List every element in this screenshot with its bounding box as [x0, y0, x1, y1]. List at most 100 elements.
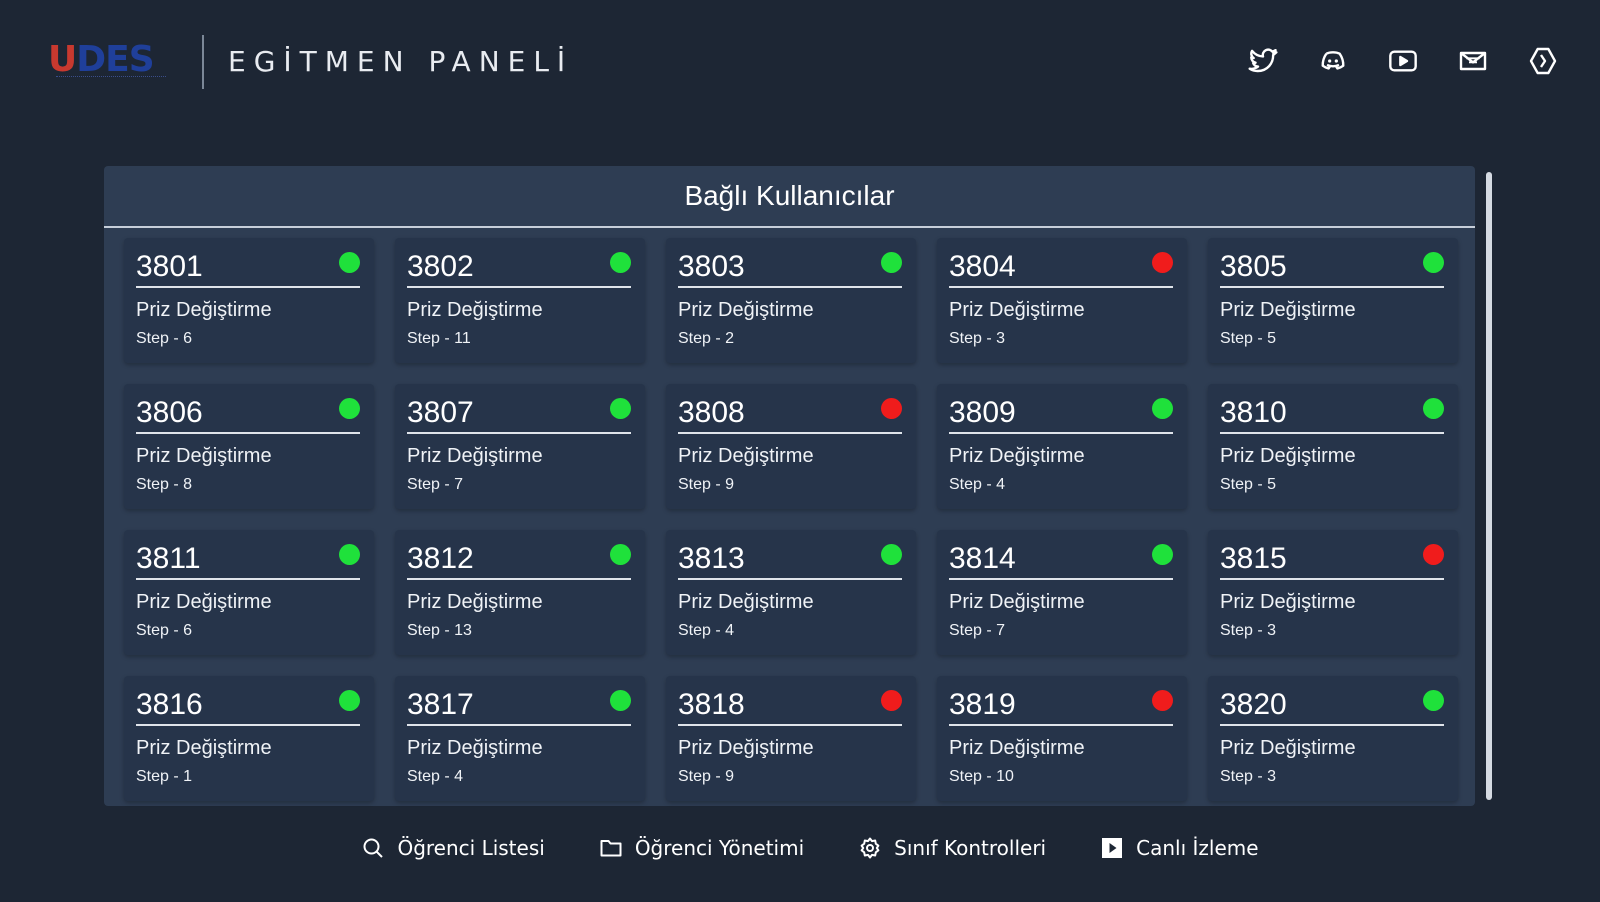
social-links [1246, 44, 1560, 78]
steam-icon[interactable] [1526, 44, 1560, 78]
task-name: Priz Değiştirme [136, 591, 272, 613]
step-label: Step - 13 [407, 622, 472, 639]
status-indicator [339, 252, 360, 273]
user-card[interactable]: 3812 Priz Değiştirme Step - 13 [395, 530, 645, 655]
card-divider [1220, 724, 1444, 726]
task-name: Priz Değiştirme [678, 445, 814, 467]
user-id: 3813 [678, 542, 745, 575]
user-id: 3814 [949, 542, 1016, 575]
nav-live-view[interactable]: Canlı İzleme [1100, 828, 1259, 868]
mail-icon[interactable] [1456, 44, 1490, 78]
user-card[interactable]: 3801 Priz Değiştirme Step - 6 [124, 238, 374, 363]
step-label: Step - 3 [1220, 622, 1277, 639]
step-label: Step - 3 [1220, 768, 1277, 785]
task-name: Priz Değiştirme [678, 591, 814, 613]
card-divider [1220, 286, 1444, 288]
page-title: EGİTMEN PANELİ [228, 45, 574, 78]
user-card[interactable]: 3811 Priz Değiştirme Step - 6 [124, 530, 374, 655]
task-name: Priz Değiştirme [949, 737, 1085, 759]
user-card[interactable]: 3815 Priz Değiştirme Step - 3 [1208, 530, 1458, 655]
task-name: Priz Değiştirme [1220, 737, 1356, 759]
user-card[interactable]: 3809 Priz Değiştirme Step - 4 [937, 384, 1187, 509]
user-card[interactable]: 3806 Priz Değiştirme Step - 8 [124, 384, 374, 509]
step-label: Step - 4 [407, 768, 464, 785]
card-divider [949, 578, 1173, 580]
header-divider [202, 35, 204, 89]
panel-title: Bağlı Kullanıcılar [684, 180, 895, 211]
status-indicator [610, 690, 631, 711]
bottom-nav: Öğrenci Listesi Öğrenci Yönetimi Sınıf K… [0, 828, 1600, 868]
status-indicator [1152, 544, 1173, 565]
youtube-icon[interactable] [1386, 44, 1420, 78]
user-id: 3817 [407, 688, 474, 721]
play-icon [1102, 838, 1123, 858]
nav-label: Canlı İzleme [1136, 836, 1259, 860]
user-id: 3806 [136, 396, 203, 429]
step-label: Step - 6 [136, 330, 193, 347]
step-label: Step - 10 [949, 768, 1014, 785]
status-indicator [610, 252, 631, 273]
status-indicator [610, 398, 631, 419]
card-divider [407, 724, 631, 726]
folder-icon [600, 840, 622, 857]
user-card[interactable]: 3810 Priz Değiştirme Step - 5 [1208, 384, 1458, 509]
nav-label: Öğrenci Listesi [397, 836, 545, 860]
card-divider [1220, 432, 1444, 434]
step-label: Step - 2 [678, 330, 735, 347]
user-id: 3808 [678, 396, 745, 429]
twitter-icon[interactable] [1246, 44, 1280, 78]
status-indicator [881, 690, 902, 711]
task-name: Priz Değiştirme [407, 591, 543, 613]
step-label: Step - 4 [678, 622, 735, 639]
user-grid: 3801 Priz Değiştirme Step - 6 3802 Priz Deği… [124, 238, 1459, 801]
task-name: Priz Değiştirme [678, 299, 814, 321]
status-indicator [881, 252, 902, 273]
nav-label: Sınıf Kontrolleri [894, 836, 1047, 860]
header: UDES EGİTMEN PANELİ [0, 0, 1600, 130]
user-card[interactable]: 3816 Priz Değiştirme Step - 1 [124, 676, 374, 801]
step-label: Step - 7 [407, 476, 464, 493]
user-id: 3816 [136, 688, 203, 721]
user-card[interactable]: 3808 Priz Değiştirme Step - 9 [666, 384, 916, 509]
user-card[interactable]: 3807 Priz Değiştirme Step - 7 [395, 384, 645, 509]
step-label: Step - 3 [949, 330, 1006, 347]
nav-student-management[interactable]: Öğrenci Yönetimi [599, 828, 804, 868]
nav-class-controls[interactable]: Sınıf Kontrolleri [858, 828, 1046, 868]
card-divider [949, 432, 1173, 434]
step-label: Step - 8 [136, 476, 193, 493]
gear-icon [860, 837, 880, 859]
user-card[interactable]: 3819 Priz Değiştirme Step - 10 [937, 676, 1187, 801]
task-name: Priz Değiştirme [407, 737, 543, 759]
task-name: Priz Değiştirme [407, 299, 543, 321]
task-name: Priz Değiştirme [949, 591, 1085, 613]
user-id: 3820 [1220, 688, 1287, 721]
user-card[interactable]: 3814 Priz Değiştirme Step - 7 [937, 530, 1187, 655]
user-card[interactable]: 3817 Priz Değiştirme Step - 4 [395, 676, 645, 801]
user-id: 3805 [1220, 250, 1287, 283]
task-name: Priz Değiştirme [949, 299, 1085, 321]
user-card[interactable]: 3805 Priz Değiştirme Step - 5 [1208, 238, 1458, 363]
discord-icon[interactable] [1316, 44, 1350, 78]
task-name: Priz Değiştirme [949, 445, 1085, 467]
user-id: 3804 [949, 250, 1016, 283]
user-card[interactable]: 3804 Priz Değiştirme Step - 3 [937, 238, 1187, 363]
user-card[interactable]: 3802 Priz Değiştirme Step - 11 [395, 238, 645, 363]
user-card[interactable]: 3820 Priz Değiştirme Step - 3 [1208, 676, 1458, 801]
nav-student-list[interactable]: Öğrenci Listesi [361, 828, 545, 868]
status-indicator [1423, 252, 1444, 273]
status-indicator [1152, 398, 1173, 419]
status-indicator [881, 398, 902, 419]
user-id: 3819 [949, 688, 1016, 721]
user-card[interactable]: 3813 Priz Değiştirme Step - 4 [666, 530, 916, 655]
scrollbar[interactable] [1486, 172, 1492, 800]
status-indicator [339, 398, 360, 419]
user-card[interactable]: 3803 Priz Değiştirme Step - 2 [666, 238, 916, 363]
status-indicator [1423, 690, 1444, 711]
status-indicator [1423, 544, 1444, 565]
user-card[interactable]: 3818 Priz Değiştirme Step - 9 [666, 676, 916, 801]
step-label: Step - 5 [1220, 476, 1277, 493]
status-indicator [339, 690, 360, 711]
card-divider [678, 286, 902, 288]
user-id: 3810 [1220, 396, 1287, 429]
card-divider [949, 724, 1173, 726]
